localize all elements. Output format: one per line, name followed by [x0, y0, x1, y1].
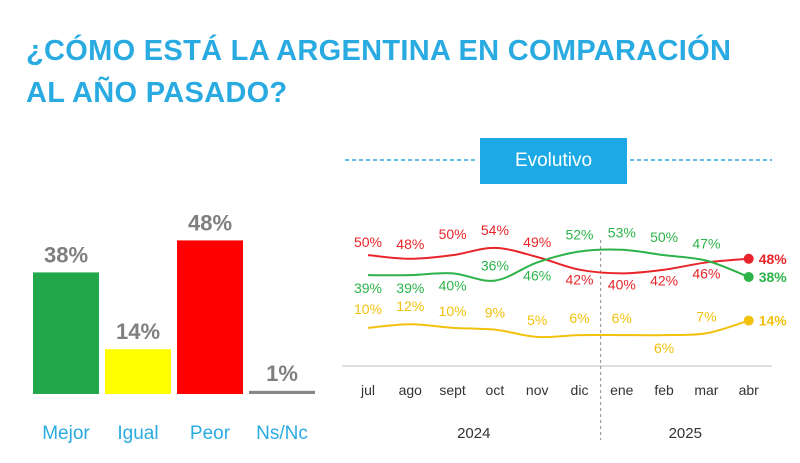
data-label-igual: 10% [354, 301, 382, 317]
bar-peor [177, 240, 243, 394]
data-label-mejor: 36% [481, 258, 509, 274]
bar-category-label: Igual [117, 423, 158, 444]
bar-value-label: 1% [266, 361, 298, 386]
bar-value-label: 14% [116, 319, 160, 344]
x-tick-label: oct [486, 382, 505, 398]
line-chart: jul ago sept oct nov dic ene feb mar abr 2024 2025 5… [342, 159, 788, 442]
x-tick-label: abr [739, 382, 760, 398]
x-tick-label: jul [360, 382, 375, 398]
data-label-peor: 49% [523, 234, 551, 250]
data-label-peor: 48% [396, 236, 424, 252]
data-label-igual: 5% [527, 312, 547, 328]
data-label-peor: 54% [481, 222, 509, 238]
data-label-peor: 40% [608, 276, 636, 292]
data-label-peor: 48% [759, 251, 788, 267]
data-label-igual: 12% [396, 298, 424, 314]
x-tick-label: nov [526, 382, 549, 398]
series-end-marker-igual [743, 315, 754, 326]
title-line-1: ¿CÓMO ESTÁ LA ARGENTINA EN COMPARACIÓN [26, 35, 732, 67]
bar-mejor [33, 272, 99, 394]
series-end-marker-mejor [743, 271, 754, 282]
title-line-2: AL AÑO PASADO? [26, 77, 288, 109]
x-tick-label: feb [654, 382, 674, 398]
series-end-marker-peor [743, 253, 754, 264]
data-label-peor: 46% [692, 265, 720, 281]
bar-chart: 38% Mejor 14% Igual 48% Peor 1% Ns/Nc [33, 210, 315, 444]
series-line-peor [367, 246, 749, 275]
bar-value-label: 48% [188, 210, 232, 235]
bar-nsnc [249, 390, 315, 394]
evolutivo-badge: Evolutivo [480, 138, 627, 184]
data-label-peor: 50% [439, 226, 467, 242]
data-label-peor: 50% [354, 234, 382, 250]
bar-category-label: Mejor [42, 423, 90, 444]
data-label-mejor: 52% [565, 227, 593, 243]
bar-category-label: Ns/Nc [256, 423, 308, 444]
x-tick-label: ago [399, 382, 423, 398]
x-tick-label: sept [439, 382, 466, 398]
page-title: ¿CÓMO ESTÁ LA ARGENTINA EN COMPARACIÓN A… [26, 30, 786, 114]
data-label-mejor: 50% [650, 229, 678, 245]
data-label-igual: 7% [696, 308, 716, 324]
data-label-igual: 10% [439, 303, 467, 319]
data-label-mejor: 47% [692, 236, 720, 252]
data-label-igual: 9% [485, 305, 505, 321]
data-label-peor: 42% [650, 273, 678, 289]
x-tick-label: dic [571, 382, 589, 398]
x-tick-label: ene [610, 382, 634, 398]
data-label-igual: 14% [759, 313, 788, 329]
year-label: 2024 [457, 425, 490, 442]
bar-igual [105, 349, 171, 394]
data-label-mejor: 39% [354, 280, 382, 296]
series-line-igual [367, 319, 749, 339]
series-line-mejor [367, 248, 750, 282]
data-label-igual: 6% [654, 340, 674, 356]
x-tick-label: mar [694, 382, 718, 398]
bar-value-label: 38% [44, 242, 88, 267]
data-label-mejor: 38% [759, 269, 788, 285]
data-label-mejor: 53% [608, 225, 636, 241]
data-label-mejor: 40% [439, 277, 467, 293]
bar-category-label: Peor [190, 423, 231, 444]
year-label: 2025 [669, 425, 702, 442]
data-label-peor: 42% [565, 272, 593, 288]
data-label-igual: 6% [569, 310, 589, 326]
data-label-mejor: 46% [523, 267, 551, 283]
data-label-mejor: 39% [396, 280, 424, 296]
data-label-igual: 6% [612, 310, 632, 326]
